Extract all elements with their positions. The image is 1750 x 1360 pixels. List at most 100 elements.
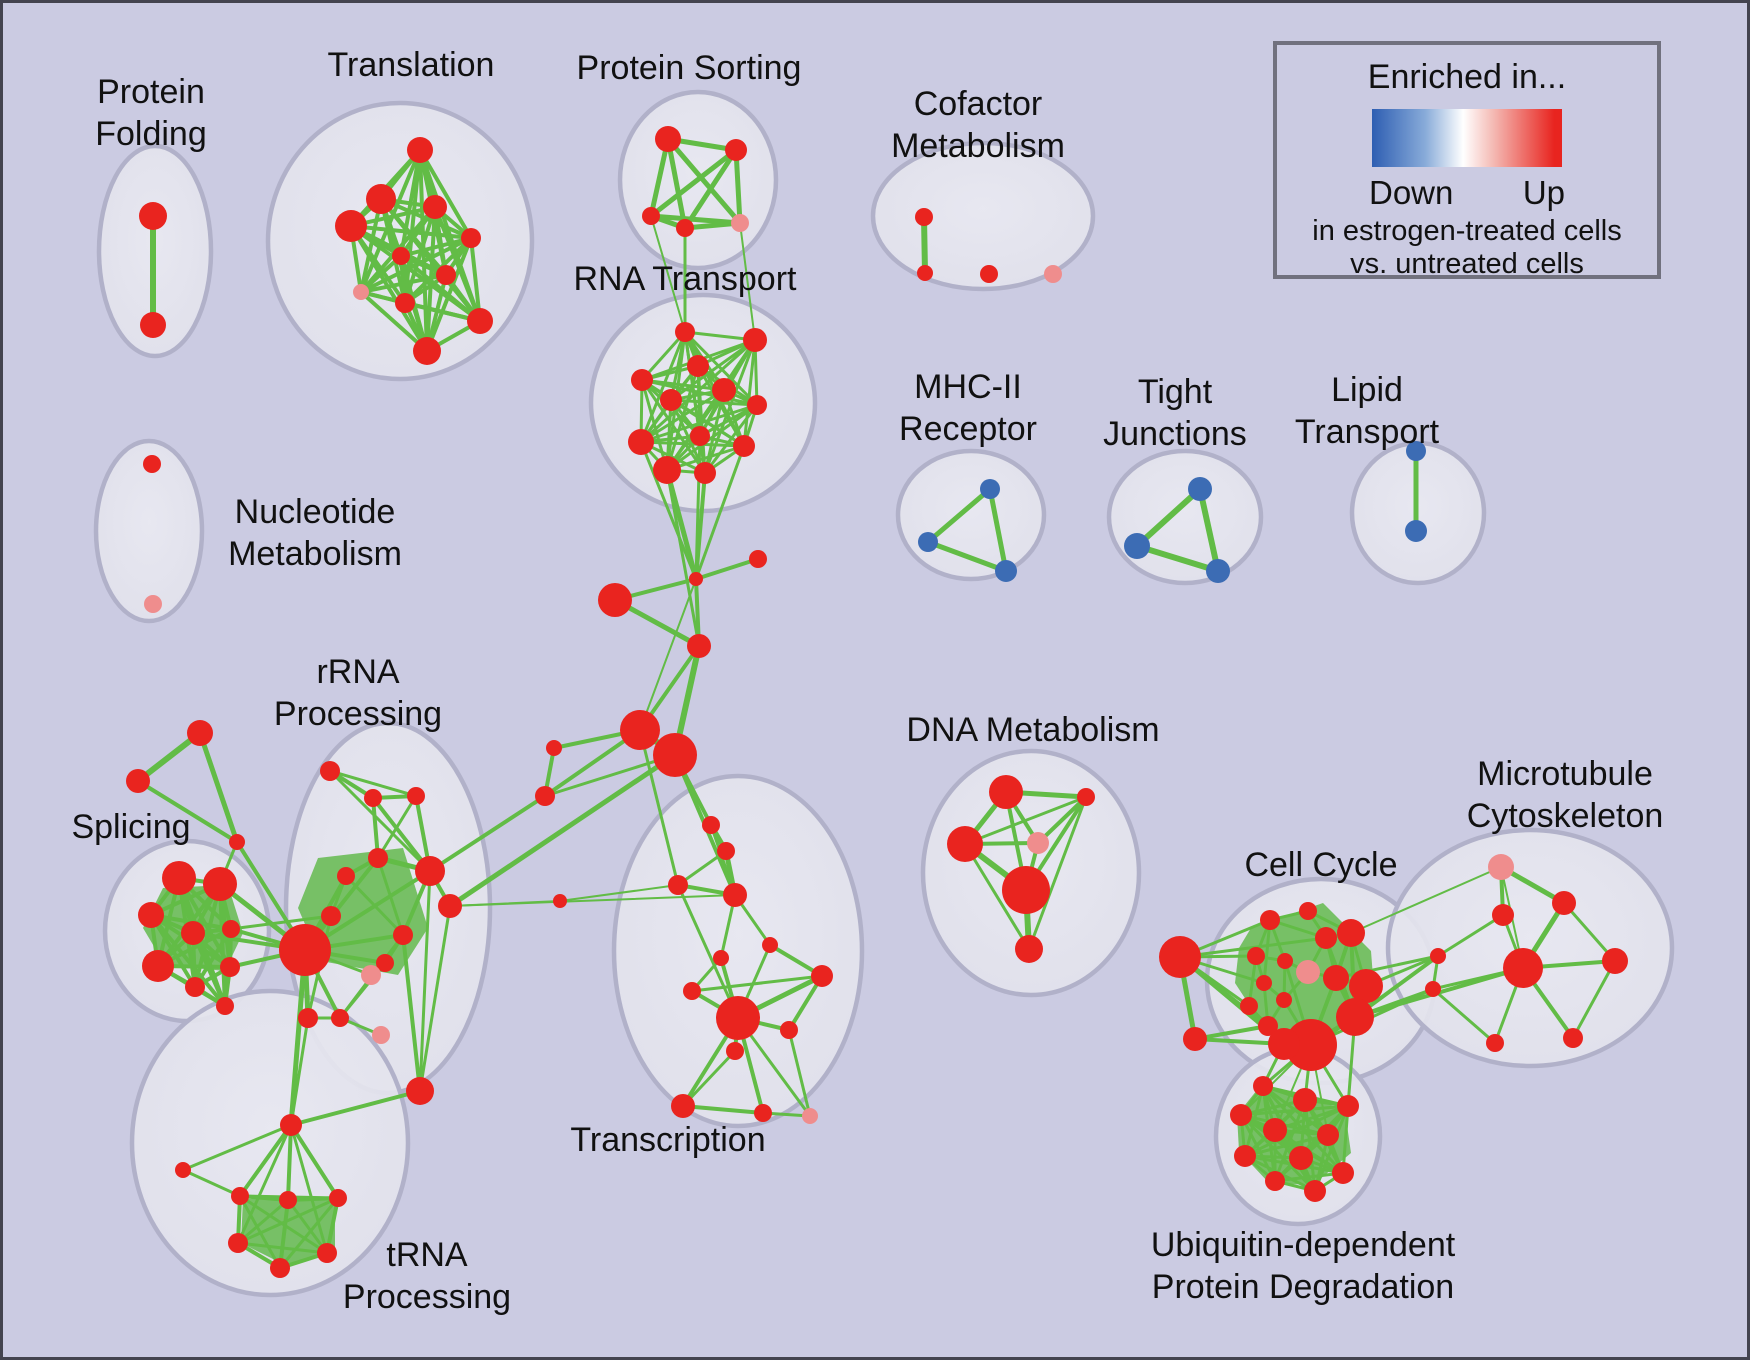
edge-protein_sorting <box>665 136 688 231</box>
edge-rna_transport-chain <box>639 440 698 581</box>
cluster-label-tight_junctions: Tight Junctions <box>1103 373 1247 453</box>
geneset-node-splicing-up <box>138 902 164 928</box>
cluster-label-protein_folding: Protein Folding <box>95 73 207 153</box>
edge-tight_junctions <box>1134 486 1203 549</box>
edge-mhc <box>925 539 1009 574</box>
edge-rna_transport-chain <box>694 444 746 581</box>
network-canvas: Protein Folding Translation Protein Sorting… <box>71 46 1675 1316</box>
cluster-ellipse-microtubule <box>1385 827 1675 1069</box>
geneset-node-rna_transport-up <box>743 328 767 352</box>
edge-ubiquitin <box>1243 1133 1330 1158</box>
geneset-node-trna-up <box>270 1258 290 1278</box>
edge-tight_junctions <box>1134 543 1221 574</box>
cluster-label-dna: DNA Metabolism <box>906 711 1159 749</box>
geneset-node-trna-up <box>228 1233 248 1253</box>
geneset-node-rrna-up <box>376 954 394 972</box>
edge-microtubule-cellcycle <box>1334 954 1440 980</box>
geneset-node-translation-up <box>423 195 447 219</box>
edge-chain <box>543 753 677 798</box>
edge-translation <box>359 290 429 353</box>
geneset-node-trna-up <box>280 1114 302 1136</box>
cluster-label-transcription: Transcription <box>570 1121 765 1159</box>
geneset-node-cellcycle-up <box>1336 998 1374 1036</box>
geneset-node-trna-up <box>175 1162 191 1178</box>
edge-rna_transport-chain <box>694 434 702 581</box>
cluster-label-mhc: MHC-II Receptor <box>899 368 1037 448</box>
edge-cellcycle <box>1262 918 1272 985</box>
geneset-node-dna-up-light <box>1027 832 1049 854</box>
edge-trna <box>236 1198 290 1245</box>
geneset-node-translation-up <box>436 265 456 285</box>
geneset-node-transcription-up <box>713 950 729 966</box>
edge-rrna-transcription <box>449 894 736 907</box>
edge-trna <box>278 1198 290 1270</box>
edge-protein_sorting <box>648 136 671 219</box>
geneset-node-mhc-down <box>980 479 1000 499</box>
geneset-node-cellcycle-up <box>1256 975 1272 991</box>
geneset-node-splicing-up <box>222 920 240 938</box>
edge-mhc <box>925 486 993 545</box>
geneset-node-rrna-up <box>415 856 445 886</box>
edge-rrna <box>328 769 418 798</box>
edge-rna_transport <box>669 398 759 407</box>
legend-box: Enriched in... Down Up in estrogen-treat… <box>1273 41 1661 281</box>
geneset-node-rrna-up <box>438 894 462 918</box>
geneset-node-cellcycle-up <box>1247 947 1265 965</box>
edge-protein_sorting-rna_transport <box>650 215 686 333</box>
edge-rrna-trna <box>289 1089 422 1127</box>
edge-chain-rrna <box>428 794 547 873</box>
geneset-node-trna-up <box>329 1189 347 1207</box>
edge-rrna <box>376 794 418 860</box>
geneset-node-splicing-up <box>185 977 205 997</box>
geneset-node-transcription-up <box>762 937 778 953</box>
cluster-label-splicing: Splicing <box>71 808 190 846</box>
edge-trna <box>289 1123 329 1255</box>
geneset-node-splicing-up <box>181 921 205 945</box>
edge-trna <box>289 1123 340 1200</box>
geneset-node-rna_transport-up <box>628 429 654 455</box>
edge-rna_transport-chain <box>665 468 701 648</box>
cluster-label-translation: Translation <box>328 46 495 84</box>
geneset-node-rrna-up <box>407 787 425 805</box>
geneset-node-microtubule-up <box>1430 948 1446 964</box>
geneset-node-translation-up <box>335 210 367 242</box>
cluster-label-protein_sorting: Protein Sorting <box>577 49 802 87</box>
geneset-node-rna_transport-up <box>690 426 710 446</box>
geneset-node-chain-up <box>546 740 562 756</box>
geneset-node-translation-up <box>467 308 493 334</box>
geneset-node-rrna-up-light <box>361 965 381 985</box>
geneset-node-translation-up <box>366 184 396 214</box>
cluster-label-trna: tRNA Processing <box>343 1236 511 1316</box>
geneset-node-microtubule-up <box>1492 904 1514 926</box>
geneset-node-splicing-up <box>220 957 240 977</box>
cluster-ellipse-translation <box>265 100 535 382</box>
edge-chain-rrna <box>447 752 678 909</box>
geneset-node-splicing_triangle-up <box>187 720 213 746</box>
geneset-node-rna_transport-up <box>694 462 716 484</box>
geneset-node-cellcycle-up <box>1299 902 1317 920</box>
legend-gradient-bar <box>1372 109 1562 167</box>
geneset-node-cellcycle-up <box>1349 969 1383 1003</box>
cluster-labels: Protein Folding Translation Protein Sorting… <box>71 46 1663 1316</box>
geneset-node-cellcycle-up <box>1277 953 1293 969</box>
edge-translation <box>359 197 383 294</box>
edge-protein_sorting <box>682 220 743 231</box>
geneset-node-cofactor-up <box>915 208 933 226</box>
edge-translation <box>359 236 473 294</box>
edge-chain <box>639 578 697 731</box>
legend-caption: in estrogen-treated cells vs. untreated … <box>1277 215 1657 281</box>
geneset-node-rna_transport-up <box>687 355 709 377</box>
legend-caption-line1: in estrogen-treated cells <box>1312 215 1622 247</box>
geneset-node-translation-up <box>413 337 441 365</box>
geneset-node-translation-up <box>395 293 415 313</box>
edge-transcription <box>690 974 824 993</box>
nodes <box>126 126 1628 1278</box>
geneset-node-dna-up <box>1015 935 1043 963</box>
geneset-node-dna-up <box>947 826 983 862</box>
geneset-node-tight_junctions-down <box>1124 533 1150 559</box>
geneset-node-tight_junctions-down <box>1188 477 1212 501</box>
geneset-node-dna-up <box>989 775 1023 809</box>
edge-rrna <box>401 933 422 1093</box>
legend-title: Enriched in... <box>1367 58 1567 96</box>
geneset-node-transcription-up-light <box>802 1108 818 1124</box>
